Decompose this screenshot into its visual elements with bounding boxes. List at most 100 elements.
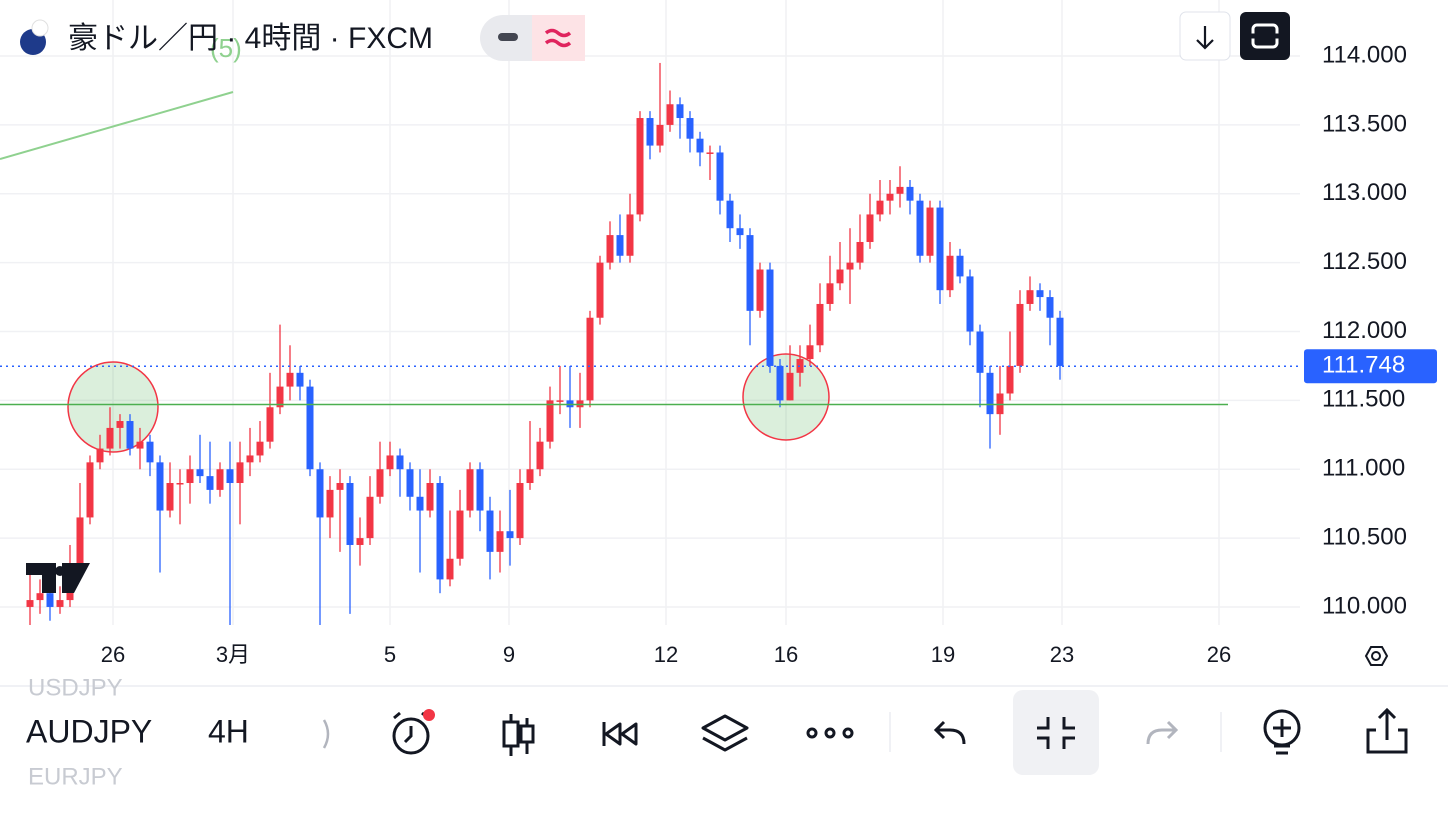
candle-body: [536, 441, 544, 470]
x-tick-label: 19: [931, 642, 955, 667]
candle-body: [316, 469, 324, 518]
candle-body: [966, 276, 974, 332]
candle-body: [466, 469, 474, 511]
x-tick-label: 26: [101, 642, 125, 667]
candle-body: [586, 317, 594, 401]
axes: 110.000 110.500 111.000 111.500 112.000 112.5…: [101, 41, 1407, 666]
candle-body: [926, 207, 934, 256]
candle-body: [146, 441, 154, 463]
candle-body: [136, 441, 144, 449]
candle-body: [936, 207, 944, 291]
layers-button[interactable]: [701, 714, 749, 752]
tv-logo: [26, 563, 90, 593]
candle-body: [126, 421, 134, 449]
candle-body: [876, 200, 884, 215]
candle-body: [766, 269, 774, 366]
candle-body: [1006, 365, 1014, 394]
undo-button[interactable]: [933, 720, 966, 745]
plot-area: (5): [0, 33, 1228, 625]
grid: [0, 0, 1300, 625]
candle-body: [616, 235, 624, 256]
status-icon: [498, 33, 518, 41]
candle-body: [896, 186, 904, 194]
candle-body: [176, 483, 184, 485]
candle-body: [946, 255, 954, 291]
candle-body: [376, 469, 384, 497]
interval[interactable]: 4H: [208, 713, 249, 749]
y-tick-label: 112.500: [1322, 248, 1407, 275]
candle-body: [656, 124, 664, 146]
next-symbol[interactable]: EURJPY: [28, 763, 123, 790]
x-tick-label: 16: [774, 642, 798, 667]
settings-button[interactable]: [1364, 646, 1389, 666]
candle-body: [26, 600, 34, 607]
y-tick-label: 110.000: [1322, 592, 1407, 619]
fit-button[interactable]: [1013, 690, 1099, 775]
candle-body: [46, 593, 54, 607]
highlight-circle: [742, 353, 830, 441]
candle-body: [606, 235, 614, 263]
highlight-circle: [67, 361, 159, 453]
candle-body: [916, 200, 924, 256]
more-button[interactable]: [806, 727, 854, 739]
alert-button[interactable]: [392, 717, 430, 755]
x-tick-label: 3月: [216, 642, 250, 667]
trend-line: [0, 91, 234, 160]
candle-body: [286, 372, 294, 387]
candle-body: [1046, 297, 1054, 318]
candle-body: [836, 269, 844, 284]
candle-body: [526, 469, 534, 484]
tv-logo-dot: [55, 566, 65, 576]
candle-body: [816, 303, 824, 346]
candle-body: [296, 372, 304, 387]
chart-title: 豪ドル／円 · 4時間 · FXCM: [68, 22, 433, 55]
y-tick-label: 111.000: [1322, 455, 1405, 482]
alert-dot: [423, 709, 435, 721]
candle-body: [706, 152, 714, 154]
candle-body: [426, 483, 434, 511]
redo-button[interactable]: [1146, 720, 1179, 745]
x-tick-label: 9: [503, 642, 515, 667]
candle-body: [486, 510, 494, 552]
chart-type-button[interactable]: [502, 720, 520, 748]
candle-body: [786, 372, 794, 401]
candle-body: [416, 496, 424, 511]
share-button[interactable]: [1366, 707, 1408, 754]
y-tick-label: 111.500: [1322, 386, 1405, 413]
candle-body: [696, 138, 704, 153]
candle-body: [686, 118, 694, 139]
symbol[interactable]: AUDJPY: [26, 713, 152, 749]
prev-symbol[interactable]: USDJPY: [28, 674, 123, 701]
candle-body: [646, 118, 654, 146]
candle-body: [596, 262, 604, 318]
candle-body: [756, 269, 764, 311]
candle-body: [76, 517, 84, 566]
status-pill-alert: [532, 15, 585, 61]
candle-body: [906, 186, 914, 201]
candle-body: [216, 469, 224, 490]
candle-body: [356, 538, 364, 545]
interval-scroll: [322, 719, 330, 749]
candle-body: [396, 455, 404, 470]
last-price-label: 111.748: [1322, 352, 1405, 379]
candle-body: [336, 483, 344, 490]
candle-body: [676, 104, 684, 119]
settings-icon: [1371, 651, 1381, 661]
candle-body: [626, 214, 634, 256]
candle-body: [1026, 290, 1034, 304]
candle-body: [746, 235, 754, 311]
candle-body: [246, 455, 254, 463]
candle-body: [236, 462, 244, 484]
x-tick-label: 23: [1050, 642, 1074, 667]
candle-body: [776, 365, 784, 401]
y-tick-label: 114.000: [1322, 41, 1407, 68]
candle-body: [276, 386, 284, 408]
candle-body: [266, 407, 274, 442]
candle-body: [116, 421, 124, 428]
replay-button[interactable]: [602, 722, 638, 746]
candle-body: [1056, 317, 1064, 366]
candle-body: [546, 400, 554, 442]
fit-icon: [1037, 717, 1075, 749]
candle-body: [56, 600, 64, 607]
